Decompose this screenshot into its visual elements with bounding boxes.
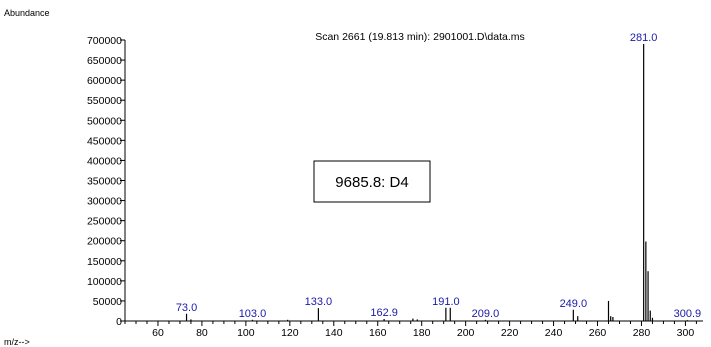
- x-tick-label: 200: [457, 327, 475, 339]
- peak-label: 133.0: [305, 296, 333, 308]
- y-tick-label: 300000: [87, 196, 122, 208]
- y-tick-label: 700000: [87, 35, 122, 47]
- x-tick-label: 300: [677, 327, 695, 339]
- y-tick-label: 500000: [87, 115, 122, 127]
- y-tick-label: 200000: [87, 236, 122, 248]
- peak-label: 73.0: [176, 302, 197, 314]
- x-tick-label: 140: [325, 327, 343, 339]
- y-tick-label: 100000: [87, 276, 122, 288]
- annotation-box: [313, 160, 431, 203]
- y-tick-label: 0: [116, 316, 122, 328]
- peak-label: 249.0: [560, 298, 588, 310]
- x-tick-label: 260: [589, 327, 607, 339]
- x-tick-label: 220: [501, 327, 519, 339]
- y-tick-label: 450000: [87, 135, 122, 147]
- x-tick-label: 120: [281, 327, 299, 339]
- peak-bars: [185, 44, 688, 321]
- x-tick-label: 240: [545, 327, 563, 339]
- x-tick-label: 160: [369, 327, 387, 339]
- chart-title: Scan 2661 (19.813 min): 2901001.D\data.m…: [315, 31, 525, 43]
- y-tick-label: 400000: [87, 155, 122, 167]
- y-axis: 0 50000 100000 150000 200000 250000 300000 3500…: [87, 35, 126, 328]
- annotation-text: 9685.8: D4: [335, 174, 408, 191]
- peak-label: 300.9: [674, 308, 702, 320]
- y-tick-label: 600000: [87, 75, 122, 87]
- y-tick-label: 550000: [87, 95, 122, 107]
- x-axis-label: m/z-->: [4, 337, 30, 347]
- y-tick-label: 50000: [93, 296, 122, 308]
- x-tick-label: 60: [152, 327, 164, 339]
- x-tick-label: 280: [633, 327, 651, 339]
- peak-label: 209.0: [472, 308, 500, 320]
- y-tick-label: 150000: [87, 256, 122, 268]
- y-tick-label: 350000: [87, 176, 122, 188]
- peak-label: 281.0: [630, 32, 658, 44]
- y-tick-label: 650000: [87, 55, 122, 67]
- peak-label: 103.0: [239, 308, 267, 320]
- peak-label: 191.0: [432, 296, 460, 308]
- peak-labels: 73.0 103.0 133.0 162.9 191.0 209.0 249.0 281.0 3…: [176, 32, 701, 320]
- y-tick-label: 250000: [87, 216, 122, 228]
- x-axis: 60 80 100 120 140 160 180 200 220 240 260 280 300: [124, 320, 703, 339]
- x-tick-label: 80: [196, 327, 208, 339]
- y-axis-label: Abundance: [4, 8, 50, 18]
- peak-label: 162.9: [370, 307, 398, 319]
- x-tick-label: 180: [413, 327, 431, 339]
- x-tick-label: 100: [237, 327, 255, 339]
